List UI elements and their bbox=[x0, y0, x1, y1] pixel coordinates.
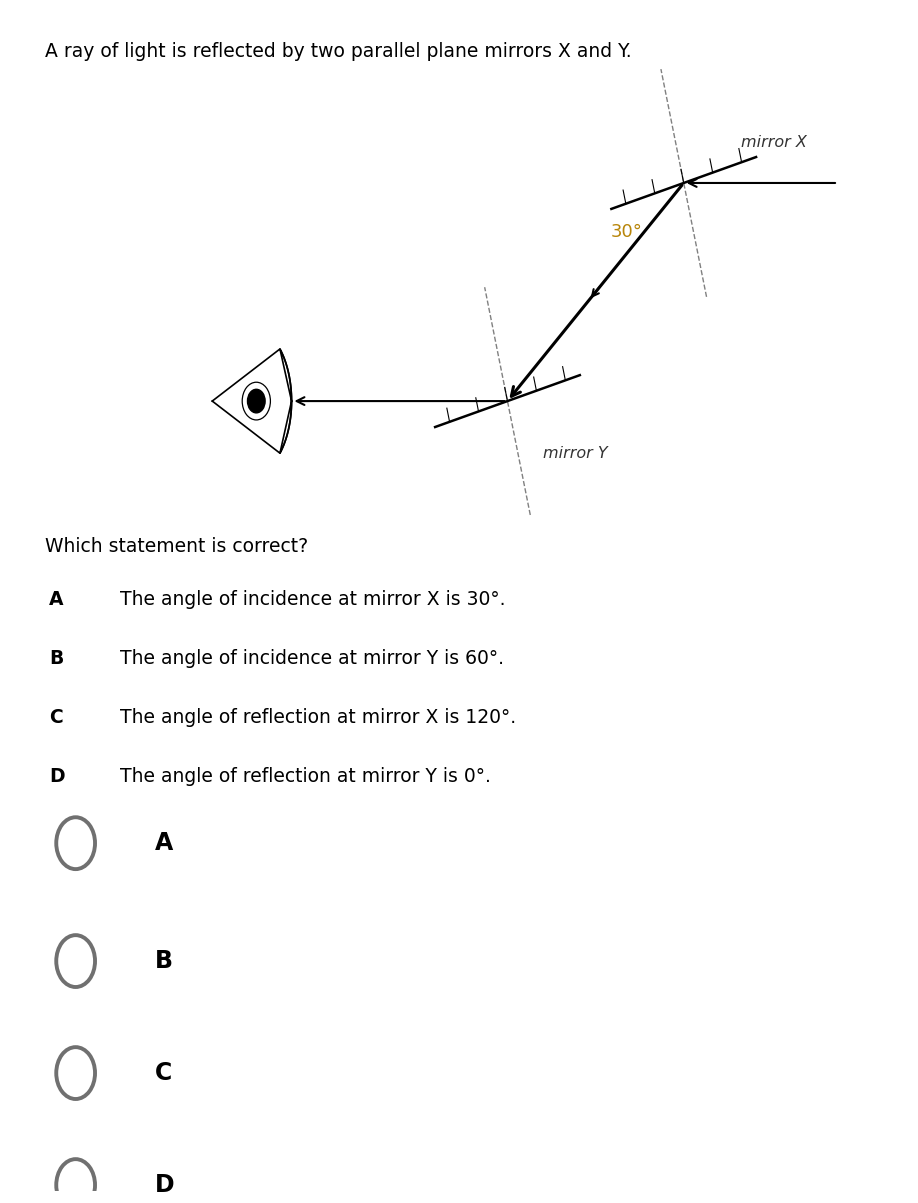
Text: The angle of reflection at mirror X is 120°.: The angle of reflection at mirror X is 1… bbox=[119, 707, 516, 727]
Text: A: A bbox=[155, 831, 174, 855]
Text: Which statement is correct?: Which statement is correct? bbox=[45, 537, 308, 556]
Text: The angle of incidence at mirror Y is 60°.: The angle of incidence at mirror Y is 60… bbox=[119, 648, 504, 668]
Text: C: C bbox=[50, 707, 63, 727]
Text: A: A bbox=[50, 589, 63, 609]
Text: mirror Y: mirror Y bbox=[543, 446, 608, 461]
Text: C: C bbox=[155, 1061, 173, 1085]
Text: D: D bbox=[50, 766, 65, 786]
Text: A ray of light is reflected by two parallel plane mirrors X and Y.: A ray of light is reflected by two paral… bbox=[45, 41, 632, 60]
Text: 30°: 30° bbox=[610, 224, 643, 242]
Text: mirror X: mirror X bbox=[741, 135, 807, 150]
Text: B: B bbox=[155, 949, 173, 973]
Text: The angle of reflection at mirror Y is 0°.: The angle of reflection at mirror Y is 0… bbox=[119, 766, 490, 786]
Text: The angle of incidence at mirror X is 30°.: The angle of incidence at mirror X is 30… bbox=[119, 589, 505, 609]
Text: B: B bbox=[50, 648, 63, 668]
Circle shape bbox=[248, 390, 265, 413]
Text: D: D bbox=[155, 1173, 174, 1197]
